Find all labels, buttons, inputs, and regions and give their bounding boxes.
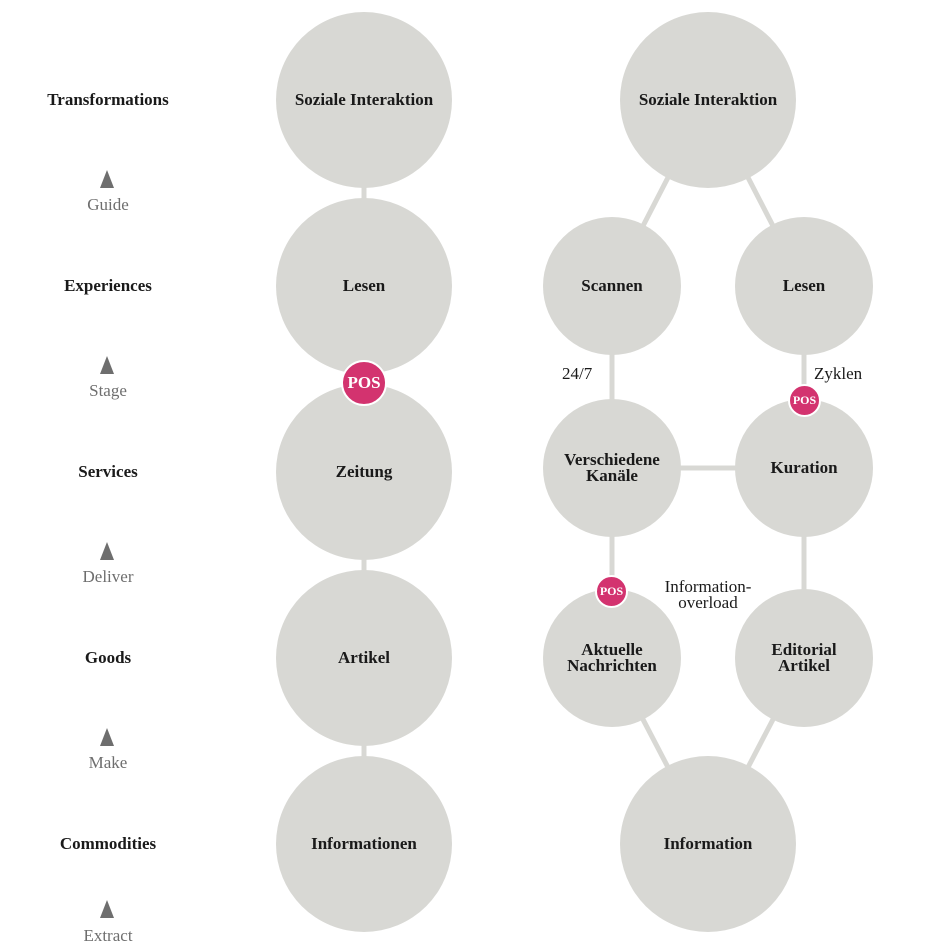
node-scannen: Scannen: [543, 217, 681, 355]
node-left-lesen: Lesen: [276, 198, 452, 374]
node-left-informationen: Informationen: [276, 756, 452, 932]
node-label: Soziale Interaktion: [294, 90, 434, 109]
node-right-lesen: Lesen: [735, 217, 873, 355]
node-editorial-artikel: Editorial Artikel: [735, 589, 873, 727]
pos-badge: POS: [341, 360, 387, 406]
node-left-artikel: Artikel: [276, 570, 452, 746]
level-experiences: Experiences: [64, 276, 152, 295]
node-information: Information: [620, 756, 796, 932]
level-services: Services: [78, 462, 138, 481]
up-arrow-icon: [100, 170, 114, 188]
node-label: Zeitung: [335, 462, 393, 481]
node-label: Scannen: [581, 276, 643, 295]
node-kuration: Kuration: [735, 399, 873, 537]
pos-badge: POS: [788, 384, 821, 417]
verb-guide: Guide: [87, 195, 129, 214]
level-goods: Goods: [84, 648, 132, 667]
node-label: Lesen: [782, 276, 826, 295]
node-right-soziale-interaktion: Soziale Interaktion: [620, 12, 796, 188]
node-label: Kuration: [770, 458, 838, 477]
up-arrow-icon: [100, 356, 114, 374]
verb-make: Make: [88, 753, 128, 772]
node-verschiedene-kanaele: Verschiedene Kanäle: [543, 399, 681, 537]
note-zyklen: Zyklen: [814, 364, 863, 383]
up-arrow-icon: [100, 542, 114, 560]
note-information-overload: Information-overload: [664, 577, 752, 612]
node-label: Lesen: [342, 276, 386, 295]
verb-stage: Stage: [89, 381, 127, 400]
node-left-zeitung: Zeitung: [276, 384, 452, 560]
up-arrow-icon: [100, 728, 114, 746]
level-commodities: Commodities: [59, 834, 157, 853]
node-label: Informationen: [311, 834, 417, 853]
node-label: Aktuelle Nachrichten: [567, 640, 657, 675]
node-label: Artikel: [338, 648, 390, 667]
node-label: Verschiedene Kanäle: [564, 450, 660, 485]
node-left-soziale-interaktion: Soziale Interaktion: [276, 12, 452, 188]
pos-badge: POS: [595, 575, 628, 608]
verb-extract: Extract: [83, 926, 133, 945]
level-transformations: Transformations: [47, 90, 169, 109]
node-label: Soziale Interaktion: [638, 90, 778, 109]
note-24-7: 24/7: [562, 364, 593, 383]
node-aktuelle-nachrichten: Aktuelle Nachrichten: [543, 589, 681, 727]
up-arrow-icon: [100, 900, 114, 918]
node-label: Editorial Artikel: [771, 640, 837, 675]
node-label: Information: [663, 834, 753, 853]
verb-deliver: Deliver: [82, 567, 134, 586]
